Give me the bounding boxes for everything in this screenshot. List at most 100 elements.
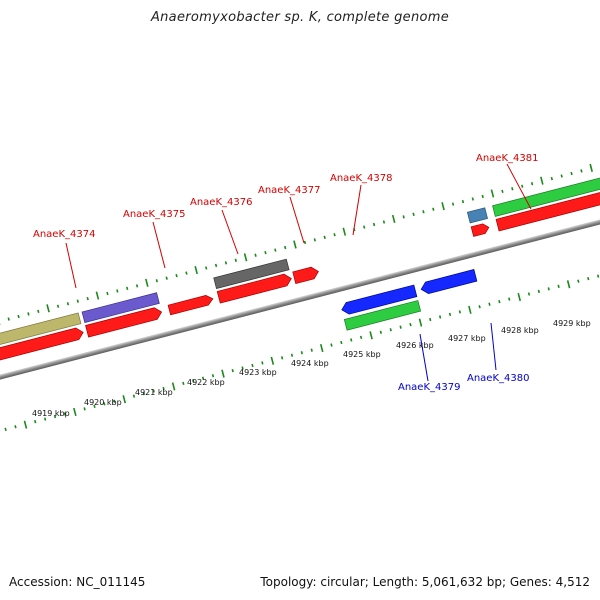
gene-arrow-next[interactable] — [495, 185, 600, 232]
major-tick — [194, 265, 198, 275]
minor-tick — [438, 315, 442, 319]
minor-tick — [448, 312, 452, 317]
reverse-cds-track — [340, 269, 478, 316]
gene-label-4380[interactable]: AnaeK_4380 — [467, 373, 529, 384]
minor-tick — [570, 171, 573, 176]
cog-block-4381[interactable] — [466, 207, 488, 224]
gene-label-4376[interactable]: AnaeK_4376 — [190, 197, 252, 208]
gene-label-4375[interactable]: AnaeK_4375 — [123, 209, 185, 220]
gene-label-4374[interactable]: AnaeK_4374 — [33, 229, 95, 240]
major-tick — [517, 292, 522, 302]
major-tick — [23, 420, 28, 429]
cog-block-4375[interactable] — [81, 292, 160, 324]
minor-tick — [66, 302, 70, 306]
gene-arrow-4381[interactable] — [470, 223, 490, 237]
major-tick — [391, 214, 396, 224]
minor-tick — [17, 314, 20, 319]
gene-arrow-4374[interactable] — [0, 327, 85, 364]
minor-tick — [264, 250, 267, 255]
minor-tick — [274, 248, 277, 252]
gene-arrow-4378[interactable] — [292, 266, 320, 284]
gene-arrow-4379[interactable] — [340, 284, 418, 316]
gene-arrow-4375[interactable] — [85, 306, 164, 338]
minor-tick — [205, 266, 208, 270]
scale-labels: 4919 kbp 4920 kbp 4921 kbp 4922 kbp 4923… — [32, 319, 591, 418]
major-tick — [490, 189, 495, 198]
minor-tick — [241, 366, 244, 370]
major-tick — [566, 280, 571, 289]
minor-tick — [175, 273, 178, 278]
cog-block-4377[interactable] — [213, 258, 290, 289]
minor-tick — [251, 363, 254, 368]
minor-tick — [310, 348, 313, 352]
gene-label-4377[interactable]: AnaeK_4377 — [258, 185, 320, 196]
minor-tick — [43, 417, 47, 421]
minor-tick — [550, 176, 553, 181]
minor-tick — [478, 305, 481, 309]
minor-tick — [165, 276, 168, 280]
minor-tick — [93, 404, 96, 408]
gene-arrow-4376[interactable] — [167, 294, 214, 316]
minor-tick — [521, 184, 524, 188]
minor-tick — [234, 258, 237, 262]
minor-tick — [350, 338, 353, 342]
gene-label-4378[interactable]: AnaeK_4378 — [330, 173, 392, 184]
genome-backbone — [0, 184, 600, 415]
minor-tick — [152, 389, 155, 393]
minor-tick — [488, 302, 491, 306]
minor-tick — [508, 297, 511, 301]
minor-tick — [409, 322, 412, 327]
minor-tick — [116, 289, 119, 293]
minor-tick — [323, 235, 326, 239]
accession-text: Accession: NC_011145 — [9, 575, 146, 589]
minor-tick — [53, 414, 57, 419]
gene-arrow-4377[interactable] — [216, 273, 293, 304]
tick-label: 4928 kbp — [501, 326, 539, 335]
minor-tick — [142, 391, 146, 396]
minor-tick — [577, 279, 580, 283]
minor-tick — [261, 361, 264, 365]
tick-label: 4920 kbp — [84, 398, 122, 407]
major-tick — [171, 382, 176, 391]
tick-label: 4929 kbp — [553, 319, 591, 328]
minor-tick — [37, 309, 40, 314]
gene-label-4381[interactable]: AnaeK_4381 — [476, 153, 538, 164]
label-leaders — [65, 163, 532, 382]
major-tick — [73, 407, 77, 417]
cog-block-4374[interactable] — [0, 312, 82, 350]
minor-tick — [27, 312, 30, 316]
major-tick — [122, 395, 127, 404]
major-tick — [540, 176, 544, 185]
minor-tick — [596, 274, 600, 278]
minor-tick — [83, 407, 86, 411]
minor-tick — [135, 284, 139, 288]
minor-tick — [300, 351, 304, 355]
minor-tick — [303, 240, 307, 245]
minor-tick — [372, 222, 376, 227]
minor-tick — [63, 412, 67, 416]
genome-stats-text: Topology: circular; Length: 5,061,632 bp… — [260, 575, 590, 589]
minor-tick — [379, 330, 383, 334]
minor-tick — [254, 253, 257, 257]
major-tick — [270, 356, 275, 365]
minor-tick — [333, 233, 336, 237]
gene-labels: AnaeK_4374 AnaeK_4375 AnaeK_4376 AnaeK_4… — [33, 153, 538, 393]
minor-tick — [402, 215, 405, 219]
minor-tick — [4, 427, 7, 431]
reverse-cog-track — [343, 300, 422, 331]
minor-tick — [103, 402, 106, 406]
gene-label-4379[interactable]: AnaeK_4379 — [398, 382, 460, 393]
minor-tick — [451, 202, 455, 206]
minor-tick — [330, 343, 333, 347]
minor-tick — [162, 386, 165, 391]
major-tick — [46, 304, 50, 313]
minor-tick — [461, 199, 465, 204]
cog-block-4379[interactable] — [343, 300, 422, 331]
minor-tick — [182, 381, 185, 386]
gene-arrow-4380[interactable] — [420, 269, 478, 295]
forward-cds-track — [0, 185, 600, 364]
forward-cog-track — [0, 171, 600, 350]
cog-block-next[interactable] — [492, 171, 600, 217]
minor-tick — [389, 328, 392, 332]
